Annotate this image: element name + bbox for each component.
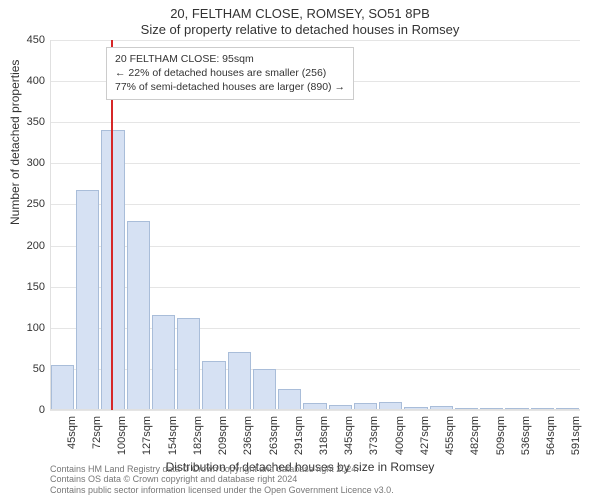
- legend-line: ← 22% of detached houses are smaller (25…: [115, 66, 345, 80]
- legend-line: 77% of semi-detached houses are larger (…: [115, 80, 345, 94]
- histogram-bar: [127, 221, 150, 410]
- x-tick-label: 400sqm: [394, 416, 406, 466]
- gridline: [50, 40, 580, 41]
- histogram-bar: [101, 130, 124, 410]
- x-tick-label: 345sqm: [343, 416, 355, 466]
- x-tick-label: 455sqm: [444, 416, 456, 466]
- histogram-bar: [177, 318, 200, 410]
- x-tick-label: 182sqm: [192, 416, 204, 466]
- x-tick-label: 509sqm: [495, 416, 507, 466]
- footer-line: Contains OS data © Crown copyright and d…: [50, 474, 394, 485]
- y-tick-label: 200: [5, 240, 45, 252]
- x-tick-label: 263sqm: [268, 416, 280, 466]
- x-tick-label: 591sqm: [570, 416, 582, 466]
- x-tick-label: 154sqm: [167, 416, 179, 466]
- gridline: [50, 122, 580, 123]
- y-tick-label: 150: [5, 281, 45, 293]
- x-tick-label: 291sqm: [293, 416, 305, 466]
- x-tick-label: 564sqm: [545, 416, 557, 466]
- histogram-bar: [76, 190, 99, 410]
- footer-attribution: Contains HM Land Registry data © Crown c…: [50, 464, 394, 496]
- chart-title-2: Size of property relative to detached ho…: [0, 22, 600, 37]
- legend-line: 20 FELTHAM CLOSE: 95sqm: [115, 52, 345, 66]
- y-axis-line: [50, 40, 51, 410]
- chart-title-1: 20, FELTHAM CLOSE, ROMSEY, SO51 8PB: [0, 6, 600, 21]
- y-tick-label: 250: [5, 198, 45, 210]
- x-tick-label: 427sqm: [419, 416, 431, 466]
- x-tick-label: 536sqm: [520, 416, 532, 466]
- y-tick-label: 350: [5, 116, 45, 128]
- x-tick-label: 209sqm: [217, 416, 229, 466]
- histogram-bar: [228, 352, 251, 410]
- x-tick-label: 482sqm: [469, 416, 481, 466]
- x-tick-label: 100sqm: [116, 416, 128, 466]
- y-tick-label: 300: [5, 157, 45, 169]
- histogram-bar: [253, 369, 276, 410]
- gridline: [50, 163, 580, 164]
- x-tick-label: 236sqm: [242, 416, 254, 466]
- footer-line: Contains public sector information licen…: [50, 485, 394, 496]
- legend-box: 20 FELTHAM CLOSE: 95sqm ← 22% of detache…: [106, 47, 354, 100]
- x-tick-label: 127sqm: [141, 416, 153, 466]
- x-axis-line: [50, 409, 580, 410]
- y-tick-label: 450: [5, 34, 45, 46]
- y-tick-label: 0: [5, 404, 45, 416]
- x-tick-label: 318sqm: [318, 416, 330, 466]
- x-tick-label: 373sqm: [368, 416, 380, 466]
- y-tick-label: 400: [5, 75, 45, 87]
- histogram-bar: [51, 365, 74, 410]
- histogram-bar: [202, 361, 225, 410]
- y-tick-label: 100: [5, 322, 45, 334]
- histogram-bar: [152, 315, 175, 410]
- x-tick-label: 72sqm: [91, 416, 103, 466]
- histogram-bar: [278, 389, 301, 410]
- x-tick-label: 45sqm: [66, 416, 78, 466]
- gridline: [50, 410, 580, 411]
- y-tick-label: 50: [5, 363, 45, 375]
- gridline: [50, 204, 580, 205]
